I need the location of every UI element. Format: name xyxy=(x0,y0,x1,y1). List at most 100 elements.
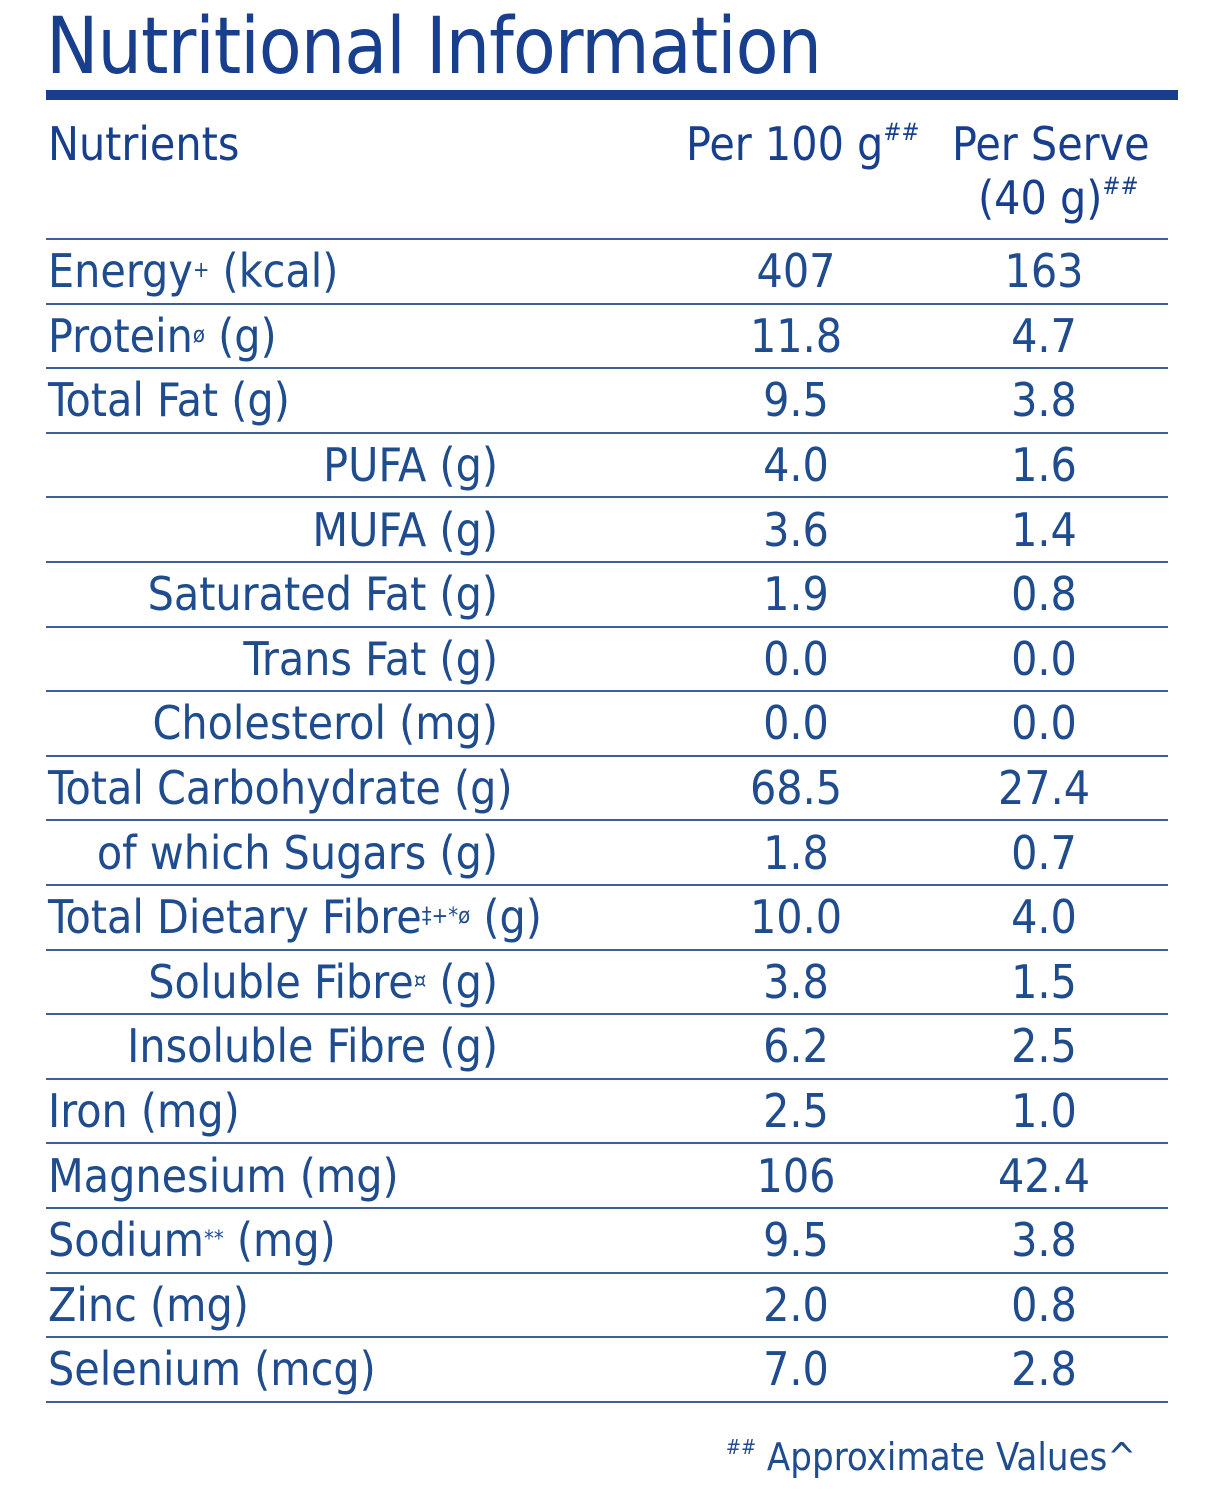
value-per-serve: 1.6 xyxy=(1011,438,1077,493)
value-per-serve: 2.8 xyxy=(1011,1342,1077,1397)
value-per-100g: 106 xyxy=(756,1148,836,1203)
value-per-serve: 27.4 xyxy=(997,761,1091,816)
value-per-serve: 0.8 xyxy=(1011,567,1077,622)
value-per-100g: 2.5 xyxy=(763,1084,829,1139)
nutrient-unit: (g) xyxy=(204,308,277,363)
column-header-per-100g-mark: ## xyxy=(883,118,920,146)
value-per-100g: 9.5 xyxy=(763,1213,829,1268)
nutrient-name: Total Fat (g) xyxy=(48,369,290,432)
nutrient-unit: (kcal) xyxy=(209,244,339,299)
value-per-100g: 10.0 xyxy=(749,890,843,945)
table-row: Total Dietary Fibre ‡+*ø (g) 10.0 4.0 xyxy=(46,886,1168,951)
column-header-per-serve-size-label: (40 g) xyxy=(978,171,1103,225)
table-row: Magnesium (mg) 106 42.4 xyxy=(46,1144,1168,1209)
table-row: MUFA (g) 3.6 1.4 xyxy=(46,498,1168,563)
nutrient-name: Zinc (mg) xyxy=(48,1274,249,1337)
table-row: Total Fat (g) 9.5 3.8 xyxy=(46,369,1168,434)
column-header-per-100g-label: Per 100 g xyxy=(686,117,884,171)
table-row: Insoluble Fibre (g) 6.2 2.5 xyxy=(46,1015,1168,1080)
table-row: Protein ø (g) 11.8 4.7 xyxy=(46,305,1168,370)
nutrient-name: Cholesterol (mg) xyxy=(152,692,498,755)
nutrient-label: Total Carbohydrate (g) xyxy=(48,761,513,816)
column-header-per-serve-mark: ## xyxy=(1102,172,1139,200)
value-per-serve: 0.0 xyxy=(1011,696,1077,751)
nutrient-label: Iron (mg) xyxy=(48,1084,240,1139)
nutrient-name: Sodium ** (mg) xyxy=(48,1213,336,1268)
nutrient-label: Sodium xyxy=(48,1213,204,1268)
value-per-100g: 11.8 xyxy=(749,308,843,363)
table-row: Zinc (mg) 2.0 0.8 xyxy=(46,1274,1168,1339)
value-per-serve: 163 xyxy=(1004,244,1084,299)
footnote: ## Approximate Values^ xyxy=(726,1432,1136,1482)
nutrient-name: Soluble Fibre ¤ (g) xyxy=(148,954,498,1009)
nutrient-label: Total Fat (g) xyxy=(48,373,290,428)
value-per-serve: 1.5 xyxy=(1011,954,1077,1009)
nutrient-label: Protein xyxy=(48,308,193,363)
value-per-serve: 3.8 xyxy=(1011,1213,1077,1268)
page-title: Nutritional Information xyxy=(46,2,822,92)
table-row: Selenium (mcg) 7.0 2.8 xyxy=(46,1338,1168,1403)
value-per-100g: 4.0 xyxy=(763,438,829,493)
value-per-100g: 2.0 xyxy=(763,1277,829,1332)
nutrient-label: Insoluble Fibre (g) xyxy=(127,1019,498,1074)
value-per-serve: 3.8 xyxy=(1011,373,1077,428)
nutrient-unit: (mg) xyxy=(223,1213,336,1268)
column-header-per-serve: Per Serve xyxy=(952,117,1150,171)
nutrient-label: Selenium (mcg) xyxy=(48,1342,376,1397)
nutrient-label: Energy xyxy=(48,244,193,299)
column-header-per-100g: Per 100 g## xyxy=(686,116,920,172)
value-per-100g: 3.6 xyxy=(763,502,829,557)
table-row: Sodium ** (mg) 9.5 3.8 xyxy=(46,1209,1168,1274)
nutrient-name: Selenium (mcg) xyxy=(48,1338,376,1401)
nutrient-name: Iron (mg) xyxy=(48,1080,240,1143)
nutrient-name: Saturated Fat (g) xyxy=(148,563,498,626)
nutrient-label: Saturated Fat (g) xyxy=(147,567,498,622)
value-per-100g: 0.0 xyxy=(763,631,829,686)
nutrient-name: Total Carbohydrate (g) xyxy=(48,757,513,820)
nutrient-label: Cholesterol (mg) xyxy=(152,696,498,751)
table-row: Cholesterol (mg) 0.0 0.0 xyxy=(46,692,1168,757)
value-per-100g: 3.8 xyxy=(763,954,829,1009)
column-header-nutrients: Nutrients xyxy=(48,117,240,171)
value-per-serve: 0.0 xyxy=(1011,631,1077,686)
value-per-serve: 42.4 xyxy=(997,1148,1091,1203)
nutrition-table: Energy + (kcal) 407 163 Protein ø (g) 11.8 4.7 T… xyxy=(46,238,1168,1403)
nutrient-name: Protein ø (g) xyxy=(48,308,277,363)
nutrient-label: Magnesium (mg) xyxy=(48,1148,399,1203)
value-per-serve: 2.5 xyxy=(1011,1019,1077,1074)
value-per-100g: 6.2 xyxy=(763,1019,829,1074)
nutrient-label: of which Sugars (g) xyxy=(96,825,498,880)
value-per-100g: 1.8 xyxy=(763,825,829,880)
nutrient-name: Insoluble Fibre (g) xyxy=(127,1015,498,1078)
nutrient-name: Trans Fat (g) xyxy=(243,628,498,691)
nutrient-label: MUFA (g) xyxy=(312,502,498,557)
table-row: Trans Fat (g) 0.0 0.0 xyxy=(46,628,1168,693)
value-per-100g: 407 xyxy=(756,244,836,299)
title-divider xyxy=(46,90,1178,100)
nutrient-unit: (g) xyxy=(426,954,498,1009)
value-per-serve: 1.0 xyxy=(1011,1084,1077,1139)
nutrient-name: Total Dietary Fibre ‡+*ø (g) xyxy=(48,890,542,945)
table-row: Total Carbohydrate (g) 68.5 27.4 xyxy=(46,757,1168,822)
value-per-serve: 0.8 xyxy=(1011,1277,1077,1332)
nutrient-name: MUFA (g) xyxy=(312,498,498,561)
value-per-serve: 4.7 xyxy=(1011,308,1077,363)
nutrient-label: Soluble Fibre xyxy=(148,954,414,1009)
value-per-100g: 9.5 xyxy=(763,373,829,428)
value-per-100g: 7.0 xyxy=(763,1342,829,1397)
value-per-100g: 68.5 xyxy=(749,761,843,816)
footnote-text: Approximate Values^ xyxy=(756,1435,1136,1479)
nutrient-name: Energy + (kcal) xyxy=(48,244,339,299)
table-row: Soluble Fibre ¤ (g) 3.8 1.5 xyxy=(46,951,1168,1016)
nutrient-name: PUFA (g) xyxy=(323,434,498,497)
column-header-per-serve-size: (40 g)## xyxy=(978,170,1139,226)
nutrient-label: Trans Fat (g) xyxy=(243,631,498,686)
value-per-serve: 1.4 xyxy=(1011,502,1077,557)
value-per-100g: 1.9 xyxy=(763,567,829,622)
value-per-100g: 0.0 xyxy=(763,696,829,751)
value-per-serve: 4.0 xyxy=(1011,890,1077,945)
footnote-mark: ## xyxy=(725,1435,757,1459)
table-row: Saturated Fat (g) 1.9 0.8 xyxy=(46,563,1168,628)
nutrient-label: Zinc (mg) xyxy=(48,1277,249,1332)
table-row: of which Sugars (g) 1.8 0.7 xyxy=(46,821,1168,886)
